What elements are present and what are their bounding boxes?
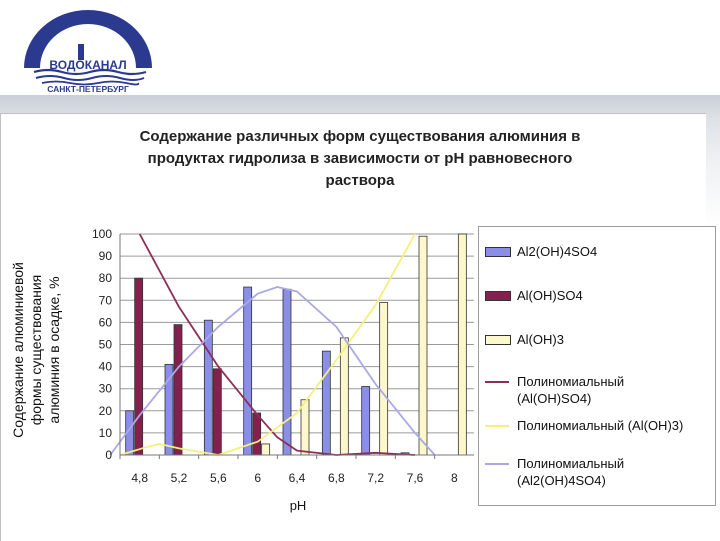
bar (457, 233, 467, 456)
y-tick-label: 40 (99, 360, 113, 374)
y-tick-label: 0 (105, 448, 112, 462)
legend-swatch (485, 291, 511, 301)
legend-label: Полиномиальный (Al2(OH)4SO4) (517, 455, 713, 489)
y-tick-label: 90 (99, 249, 113, 263)
bar (321, 350, 331, 456)
legend-label-line: Al(OH)SO4 (517, 288, 583, 303)
legend-line-swatch (485, 381, 509, 383)
legend-label-line: (Al(OH)SO4) (517, 391, 592, 406)
y-tick-label: 10 (99, 426, 113, 440)
legend-label-line: Полиномиальный (Al(OH)3) (517, 418, 684, 433)
x-axis-label: pH (290, 498, 307, 513)
legend-label: Al(OH)SO4 (517, 287, 713, 304)
legend-swatch (485, 335, 511, 345)
legend-label-line: Полиномиальный (517, 456, 625, 471)
x-tick-label: 7,6 (407, 471, 424, 485)
bar (300, 399, 310, 456)
legend-label: Al2(OH)4SO4 (517, 243, 713, 260)
legend: Al2(OH)4SO4 Al(OH)SO4 Al(OH)3 Полиномиальны… (478, 226, 716, 506)
y-tick-label: 60 (99, 315, 113, 329)
legend-label-line: (Al2(OH)4SO4) (517, 473, 606, 488)
trendline (119, 233, 416, 456)
bar (173, 324, 183, 456)
logo-text: ВОДОКАНАЛ (49, 58, 126, 72)
logo-subtext: САНКТ-ПЕТЕРБУРГ (47, 84, 129, 94)
y-tick-label: 20 (99, 404, 113, 418)
legend-label: Полиномиальный (Al(OH)3) (517, 417, 713, 434)
x-tick-label: 4,8 (131, 471, 148, 485)
bar (379, 302, 389, 456)
legend-label-line: Полиномиальный (517, 374, 625, 389)
y-tick-label: 70 (99, 293, 113, 307)
x-tick-label: 5,2 (171, 471, 188, 485)
x-tick-label: 6,4 (289, 471, 306, 485)
legend-line-swatch (485, 463, 509, 465)
legend-label-line: Al(OH)3 (517, 332, 564, 347)
bar (361, 386, 371, 456)
trendline (109, 286, 436, 456)
bar (261, 443, 271, 456)
chart-title-line: продуктах гидролиза в зависимости от pH … (147, 150, 573, 167)
y-tick-label: 80 (99, 271, 113, 285)
bar (252, 412, 262, 456)
x-tick-label: 6 (254, 471, 261, 485)
chart-title-line: Содержание различных форм существования … (139, 128, 581, 145)
legend-line-swatch (485, 425, 509, 427)
bar (134, 277, 144, 456)
trendline (138, 233, 416, 456)
bar (418, 235, 428, 456)
vodokanal-logo: ВОДОКАНАЛ САНКТ-ПЕТЕРБУРГ (24, 10, 152, 94)
x-tick-label: 7,2 (367, 471, 384, 485)
trendlines (109, 233, 436, 456)
bar (243, 286, 253, 456)
legend-swatch (485, 247, 511, 257)
bar (282, 288, 292, 456)
y-tick-label: 30 (99, 382, 113, 396)
bar (339, 337, 349, 456)
x-tick-label: 6,8 (328, 471, 345, 485)
legend-label: Al(OH)3 (517, 331, 713, 348)
bar (212, 368, 222, 456)
chart-title: Содержание различных форм существования … (90, 126, 630, 192)
axes: 0 10 20 30 40 50 60 70 80 90 100 4,8 5,2 5,6 6 6,4 6,8 7,… (92, 227, 474, 485)
chart-title-line: раствора (325, 172, 395, 189)
header: ВОДОКАНАЛ САНКТ-ПЕТЕРБУРГ (0, 0, 720, 95)
legend-label: Полиномиальный (Al(OH)SO4) (517, 373, 713, 407)
x-tick-label: 8 (451, 471, 458, 485)
y-tick-label: 50 (99, 338, 113, 352)
legend-label-line: Al2(OH)4SO4 (517, 244, 598, 259)
x-tick-label: 5,6 (210, 471, 227, 485)
y-tick-label: 100 (92, 227, 112, 241)
